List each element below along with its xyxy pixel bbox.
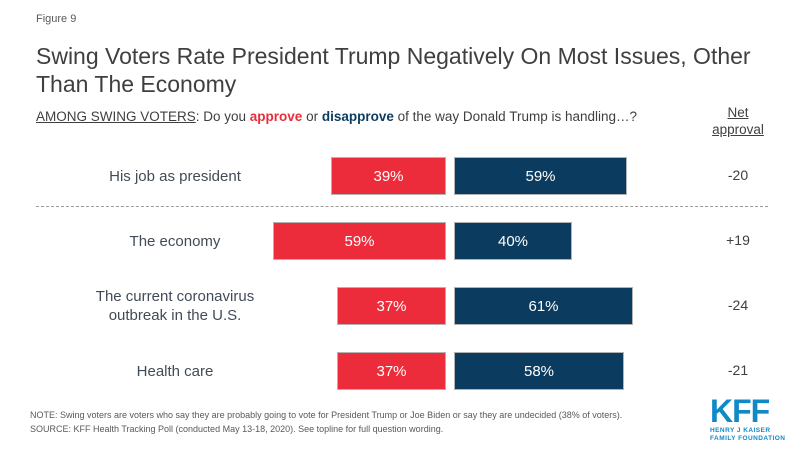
approve-legend-word: approve [249, 109, 303, 124]
bar-row-economy: The economy 59% 40% +19 [0, 222, 800, 260]
category-label: The current coronavirus outbreak in the … [95, 288, 255, 324]
net-approval-value: -24 [727, 297, 749, 313]
question-post: of the way Donald Trump is handling…? [393, 109, 638, 124]
bar-row-coronavirus: The current coronavirus outbreak in the … [0, 287, 800, 325]
bar-row-health-care: Health care 37% 58% -21 [0, 352, 800, 390]
disapprove-bar: 59% [454, 157, 627, 195]
question-pre: : Do you [195, 109, 250, 124]
kff-logo-text: KFF [710, 393, 770, 429]
disapprove-value-label: 40% [497, 232, 529, 250]
disapprove-bar: 40% [454, 222, 572, 260]
question-text: AMONG SWING VOTERS: Do you approve or di… [36, 109, 698, 124]
approve-value-label: 37% [376, 362, 407, 380]
bar-row-job-as-president: His job as president 39% 59% -20 [0, 157, 800, 195]
approve-bar: 37% [337, 352, 446, 390]
net-approval-column-header: Net approval [702, 104, 774, 138]
net-header-line1: Net [727, 105, 749, 120]
approve-value-label: 37% [376, 297, 407, 315]
net-header-line2: approval [712, 122, 764, 137]
net-approval-value: -20 [727, 167, 749, 183]
net-approval-value: -21 [727, 362, 749, 378]
kff-logo-subtext: HENRY J KAISER FAMILY FOUNDATION [710, 427, 786, 442]
source-line: SOURCE: KFF Health Tracking Poll (conduc… [30, 423, 444, 434]
figure-number: Figure 9 [36, 13, 77, 25]
chart-title: Swing Voters Rate President Trump Negati… [36, 43, 751, 97]
disapprove-legend-word: disapprove [321, 109, 394, 124]
approve-bar: 59% [273, 222, 446, 260]
disapprove-value-label: 58% [523, 362, 555, 380]
question-scope: AMONG SWING VOTERS [36, 109, 196, 124]
category-label: The economy [129, 232, 221, 250]
net-approval-value: +19 [726, 232, 750, 248]
approve-bar: 37% [337, 287, 446, 325]
category-label: Health care [136, 362, 214, 380]
disapprove-value-label: 61% [528, 297, 559, 315]
question-mid: or [302, 109, 322, 124]
category-label: His job as president [109, 167, 241, 185]
disapprove-value-label: 59% [525, 167, 556, 185]
note-line: NOTE: Swing voters are voters who say th… [30, 410, 623, 420]
approve-bar: 39% [331, 157, 446, 195]
dashed-separator [36, 206, 768, 207]
kff-logo: KFF HENRY J KAISER FAMILY FOUNDATION [710, 393, 796, 442]
footnotes: NOTE: Swing voters are voters who say th… [30, 409, 710, 436]
approve-value-label: 39% [373, 167, 404, 185]
disapprove-bar: 58% [454, 352, 624, 390]
disapprove-bar: 61% [454, 287, 633, 325]
approve-value-label: 59% [344, 232, 375, 250]
